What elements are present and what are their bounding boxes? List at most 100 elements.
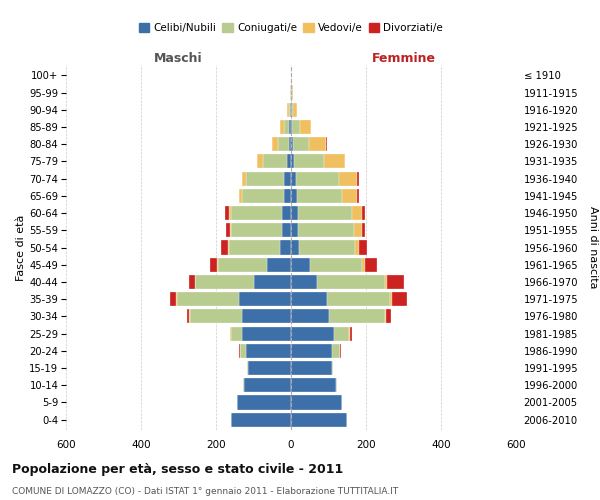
Bar <box>187 310 189 324</box>
Text: Maschi: Maschi <box>154 52 203 65</box>
Bar <box>340 344 341 358</box>
Bar <box>291 361 332 375</box>
Bar <box>341 189 356 203</box>
Bar <box>189 275 194 289</box>
Bar <box>289 137 291 152</box>
Bar <box>324 154 344 168</box>
Bar <box>231 412 291 426</box>
Bar <box>338 172 358 185</box>
Bar <box>241 172 246 185</box>
Bar <box>190 310 242 324</box>
Bar <box>292 102 293 117</box>
Bar <box>344 154 346 168</box>
Bar <box>280 120 284 134</box>
Bar <box>229 240 280 254</box>
Bar <box>291 396 341 409</box>
Bar <box>361 223 365 238</box>
Bar <box>287 154 291 168</box>
Bar <box>291 326 334 340</box>
Bar <box>218 258 266 272</box>
Bar <box>229 206 231 220</box>
Bar <box>299 240 355 254</box>
Bar <box>189 310 190 324</box>
Bar <box>246 344 291 358</box>
Bar <box>298 206 352 220</box>
Bar <box>358 172 359 185</box>
Bar <box>217 258 218 272</box>
Bar <box>254 275 291 289</box>
Bar <box>196 275 254 289</box>
Bar <box>281 206 291 220</box>
Bar <box>291 223 298 238</box>
Bar <box>170 292 176 306</box>
Bar <box>247 361 248 375</box>
Bar <box>299 120 311 134</box>
Bar <box>386 310 391 324</box>
Bar <box>349 326 350 340</box>
Bar <box>291 120 292 134</box>
Bar <box>332 344 340 358</box>
Bar <box>391 292 392 306</box>
Bar <box>291 206 298 220</box>
Bar <box>244 378 291 392</box>
Bar <box>291 137 293 152</box>
Bar <box>239 344 240 358</box>
Bar <box>289 120 291 134</box>
Bar <box>392 292 407 306</box>
Bar <box>317 275 385 289</box>
Bar <box>362 258 365 272</box>
Bar <box>291 154 294 168</box>
Y-axis label: Fasce di età: Fasce di età <box>16 214 26 280</box>
Bar <box>287 102 289 117</box>
Bar <box>385 310 386 324</box>
Bar <box>242 189 284 203</box>
Bar <box>329 310 385 324</box>
Bar <box>352 206 361 220</box>
Bar <box>230 223 231 238</box>
Bar <box>291 310 329 324</box>
Bar <box>310 258 362 272</box>
Bar <box>386 275 404 289</box>
Bar <box>355 240 359 254</box>
Bar <box>280 240 291 254</box>
Bar <box>293 137 310 152</box>
Bar <box>289 102 290 117</box>
Bar <box>385 275 386 289</box>
Bar <box>291 258 310 272</box>
Text: COMUNE DI LOMAZZO (CO) - Dati ISTAT 1° gennaio 2011 - Elaborazione TUTTITALIA.IT: COMUNE DI LOMAZZO (CO) - Dati ISTAT 1° g… <box>12 488 398 496</box>
Bar <box>356 189 359 203</box>
Bar <box>231 326 242 340</box>
Bar <box>284 120 289 134</box>
Bar <box>294 154 324 168</box>
Bar <box>291 344 332 358</box>
Bar <box>272 137 278 152</box>
Bar <box>228 240 229 254</box>
Bar <box>284 172 291 185</box>
Bar <box>229 326 230 340</box>
Bar <box>176 292 239 306</box>
Legend: Celibi/Nubili, Coniugati/e, Vedovi/e, Divorziati/e: Celibi/Nubili, Coniugati/e, Vedovi/e, Di… <box>134 19 448 38</box>
Bar <box>293 102 297 117</box>
Bar <box>296 189 341 203</box>
Bar <box>239 189 242 203</box>
Bar <box>226 223 230 238</box>
Bar <box>292 86 293 100</box>
Bar <box>296 172 338 185</box>
Bar <box>248 361 291 375</box>
Bar <box>226 206 229 220</box>
Bar <box>194 275 196 289</box>
Bar <box>291 172 296 185</box>
Bar <box>332 361 334 375</box>
Bar <box>263 154 287 168</box>
Y-axis label: Anni di nascita: Anni di nascita <box>588 206 598 289</box>
Bar <box>291 275 317 289</box>
Bar <box>278 137 289 152</box>
Text: Popolazione per età, sesso e stato civile - 2011: Popolazione per età, sesso e stato civil… <box>12 462 343 475</box>
Bar <box>298 223 354 238</box>
Bar <box>230 326 231 340</box>
Bar <box>336 378 337 392</box>
Bar <box>361 206 365 220</box>
Bar <box>291 292 326 306</box>
Bar <box>291 189 296 203</box>
Bar <box>281 223 291 238</box>
